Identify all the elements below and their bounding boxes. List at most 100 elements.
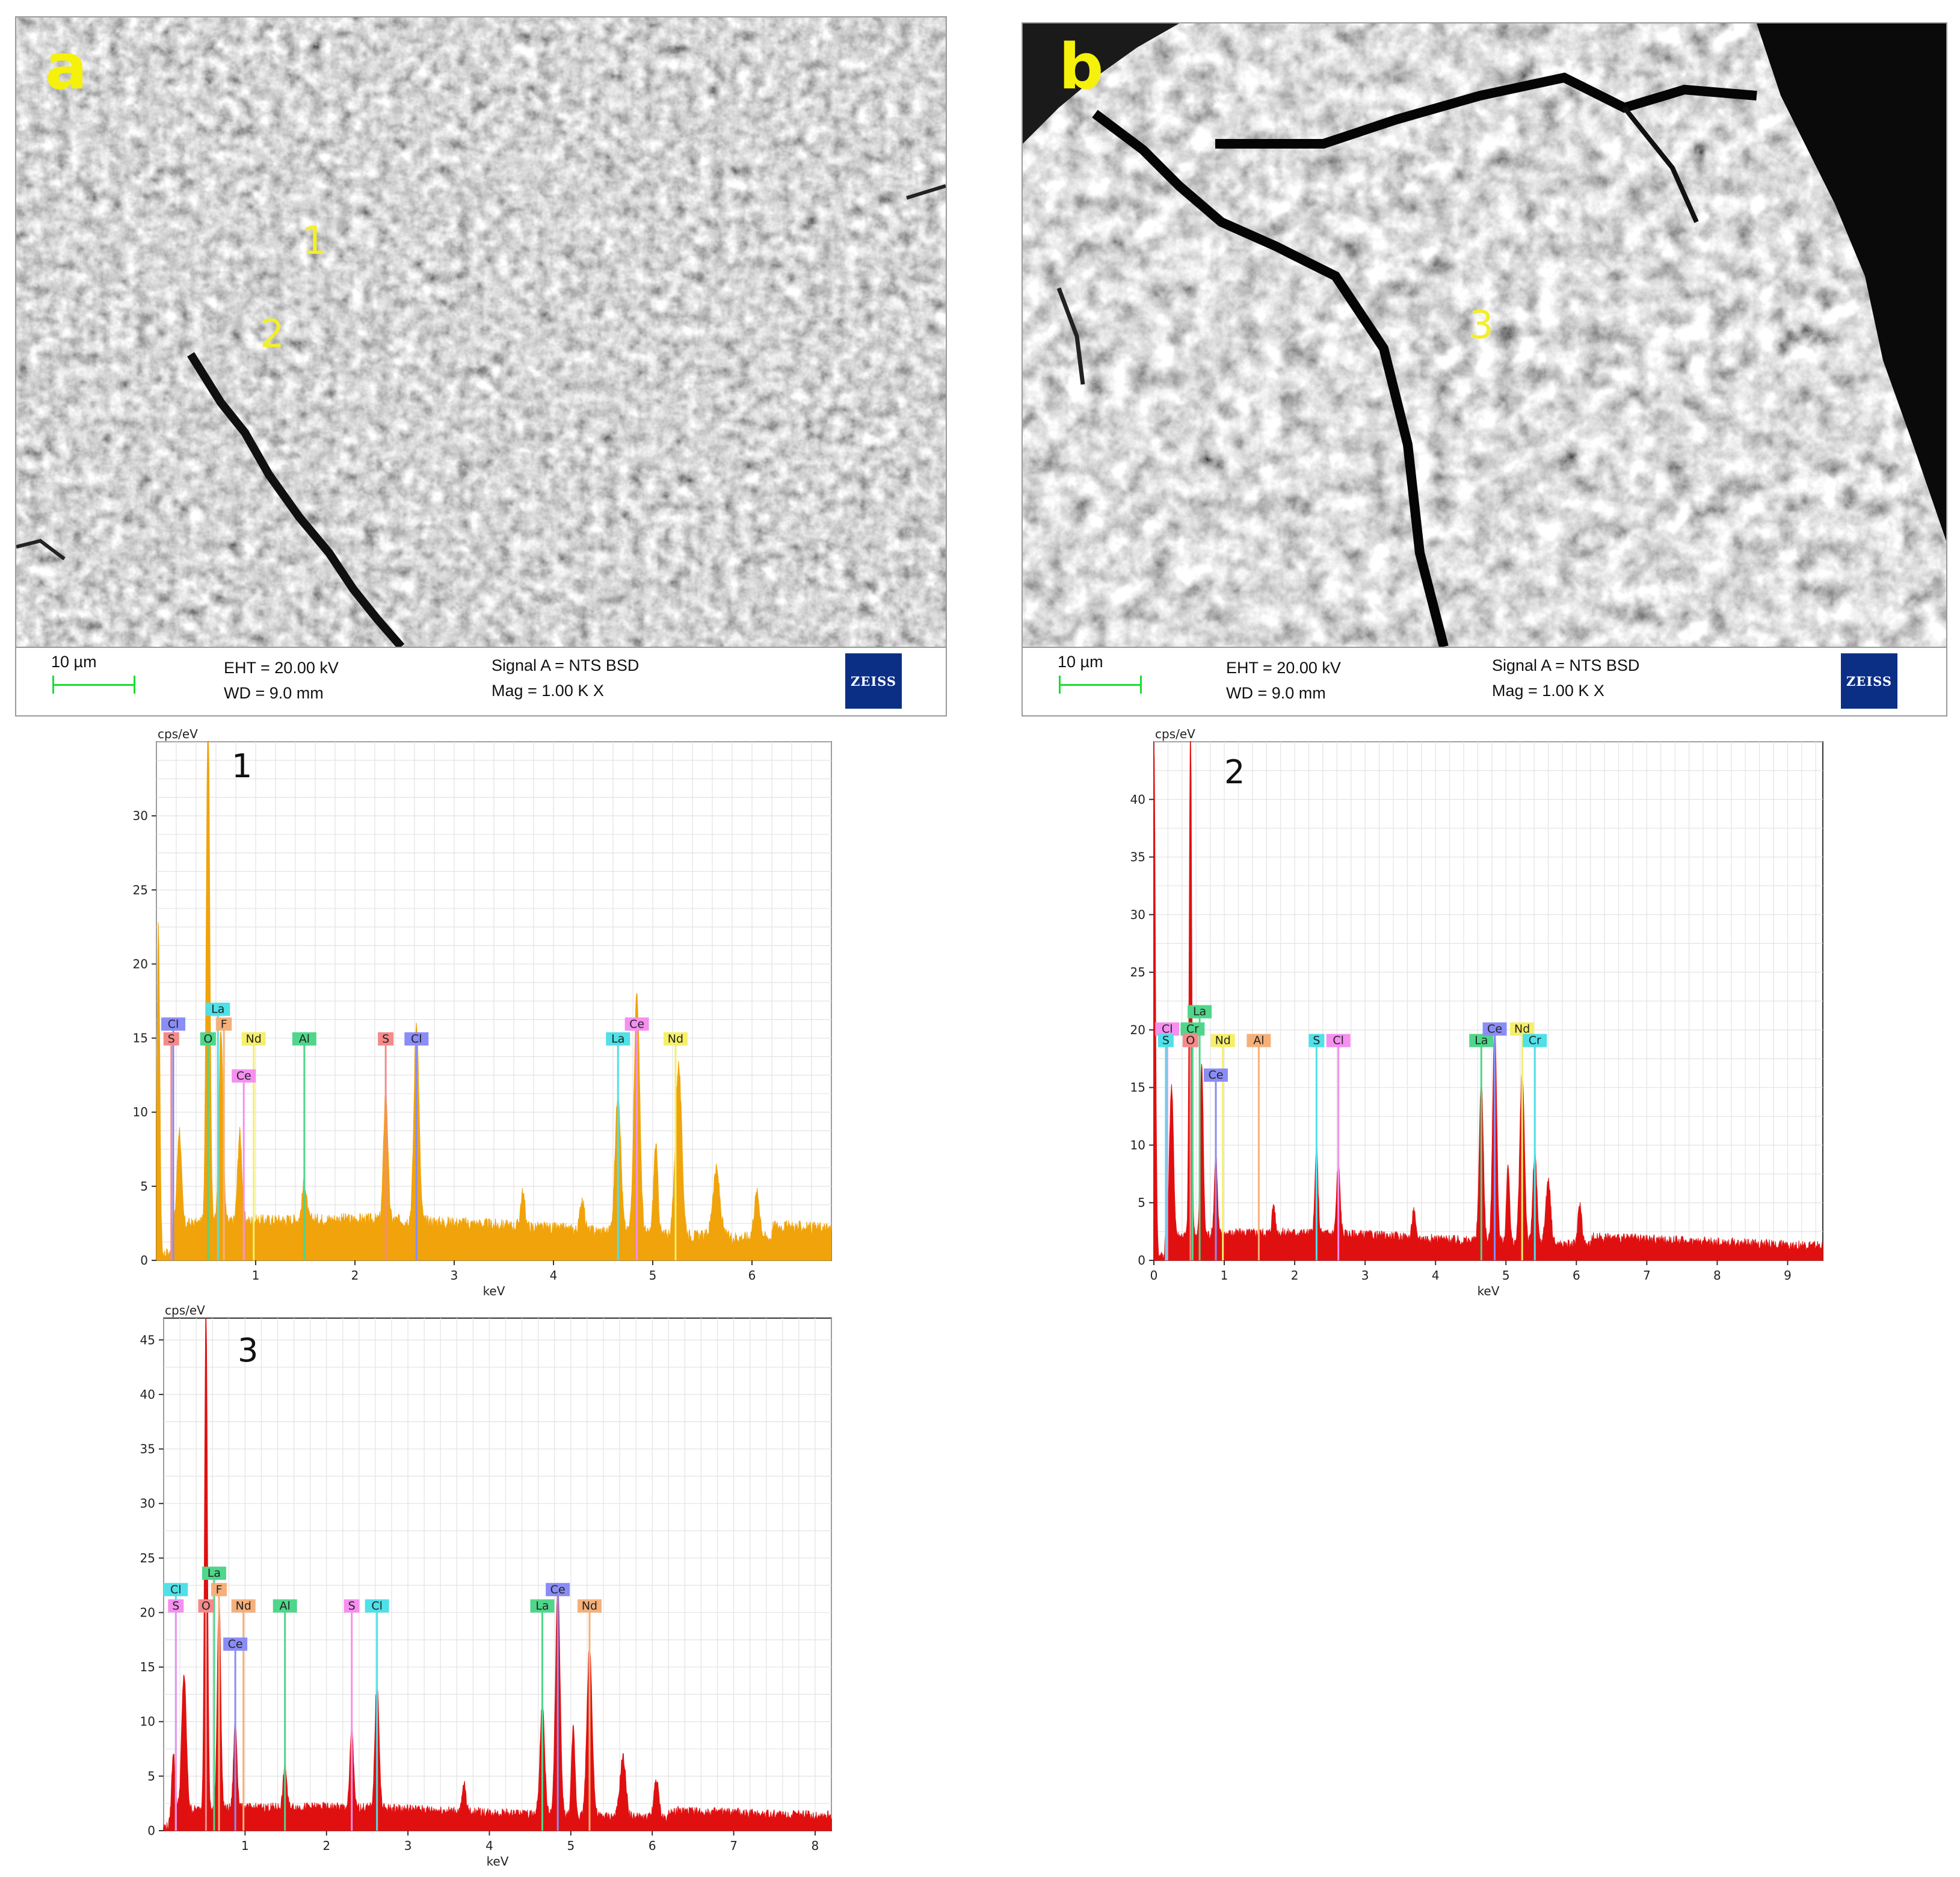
y-tick-label: 10	[140, 1715, 155, 1729]
element-marker-box	[1308, 1034, 1325, 1047]
element-marker-label: Ce	[1209, 1068, 1224, 1082]
x-tick-label: 3	[404, 1838, 412, 1853]
y-tick-label: 40	[1130, 792, 1145, 807]
element-marker-box	[1188, 1005, 1212, 1019]
eds-spectrum-3: Cl S La F O Nd Ce Al S Cl La Ce Nd 1 2 3 4 5 6 7 8 0 5 10 15 20 25…	[120, 1301, 854, 1873]
y-tick-label: 0	[1138, 1253, 1145, 1268]
sem-panel-b: b 3 10 µm EHT = 20.00 kV WD = 9.0 mm Sig…	[1022, 22, 1947, 717]
y-tick-label: 30	[133, 809, 148, 823]
element-marker-label: Cr	[1186, 1022, 1199, 1035]
element-marker-label: Ce	[629, 1017, 644, 1031]
spectrum-number: 1	[232, 747, 253, 785]
element-marker-label: S	[168, 1032, 175, 1046]
x-tick-label: 8	[812, 1838, 819, 1853]
x-tick-label: 5	[567, 1838, 575, 1853]
element-marker-label: Al	[1253, 1034, 1264, 1047]
x-tick-label: 5	[649, 1268, 657, 1283]
x-tick-label: 6	[748, 1268, 756, 1283]
y-tick-label: 25	[133, 883, 148, 897]
grid	[156, 741, 832, 1261]
element-marker-box	[1210, 1034, 1235, 1047]
element-marker-label: Cl	[1162, 1022, 1173, 1035]
point-label-3: 3	[1469, 303, 1494, 348]
element-marker-label: Al	[280, 1599, 291, 1612]
eht-readout: EHT = 20.00 kV	[224, 659, 339, 677]
y-tick-label: 10	[1130, 1138, 1145, 1152]
element-marker-box	[404, 1032, 429, 1046]
y-tick-label: 45	[140, 1333, 155, 1347]
element-marker-label: La	[611, 1032, 624, 1046]
x-tick-label: 3	[451, 1268, 458, 1283]
signal-readout: Signal A = NTS BSD	[492, 656, 639, 674]
x-tick-label: 2	[351, 1268, 359, 1283]
x-tick-label: 1	[241, 1838, 249, 1853]
y-tick-label: 20	[1130, 1023, 1145, 1037]
point-label-1: 1	[302, 219, 327, 264]
y-tick-label: 0	[147, 1823, 155, 1838]
plot-area	[163, 1318, 832, 1831]
y-tick-label: 20	[133, 957, 148, 971]
scale-bar	[1059, 684, 1142, 686]
panel-letter-a: a	[45, 30, 88, 103]
sem-image-a	[16, 17, 946, 647]
element-marker-box	[200, 1032, 216, 1046]
element-marker-box	[231, 1599, 256, 1613]
element-marker-box	[365, 1599, 389, 1613]
eds-spectrum-1: Cl S O La F Nd Ce Al S Cl La Ce Nd 1 2 3 4 5 6 0 5 10 15 20 25 30…	[114, 725, 848, 1302]
x-axis-label: keV	[483, 1284, 505, 1298]
element-marker-label: Nd	[1514, 1022, 1530, 1035]
mag-readout: Mag = 1.00 K X	[492, 682, 604, 700]
scale-bar-tick-left	[52, 676, 54, 694]
y-tick-label: 25	[1130, 965, 1145, 979]
element-marker-box	[241, 1032, 266, 1046]
element-marker-box	[344, 1599, 360, 1613]
element-marker-box	[1157, 1034, 1174, 1047]
y-axis-label: cps/eV	[1155, 727, 1195, 741]
element-marker-box	[1204, 1068, 1228, 1082]
y-tick-label: 25	[140, 1551, 155, 1565]
element-marker-box	[1155, 1022, 1180, 1036]
element-marker-label: Nd	[236, 1599, 251, 1612]
element-marker-label: Nd	[582, 1599, 597, 1612]
element-marker-label: La	[535, 1599, 549, 1612]
x-axis-label: keV	[1478, 1284, 1500, 1298]
sem-panel-a: a 1 2 10 µm EHT = 20.00 kV WD = 9.0 mm S…	[15, 16, 947, 717]
y-tick-label: 5	[140, 1179, 148, 1194]
element-marker-box	[216, 1017, 232, 1031]
element-marker-box	[1247, 1034, 1271, 1047]
element-marker-label: La	[1193, 1005, 1206, 1019]
y-tick-label: 10	[133, 1105, 148, 1120]
element-marker-label: Cl	[168, 1017, 179, 1031]
spectrum-number: 3	[238, 1331, 259, 1369]
y-tick-label: 15	[1130, 1080, 1145, 1095]
element-marker-label: La	[211, 1003, 224, 1016]
wd-readout: WD = 9.0 mm	[1226, 684, 1326, 702]
element-marker-box	[530, 1599, 555, 1613]
y-axis-label: cps/eV	[165, 1303, 205, 1318]
element-marker-label: S	[172, 1599, 179, 1612]
element-marker-box	[164, 1583, 188, 1597]
element-marker-box	[577, 1599, 602, 1613]
y-tick-label: 15	[133, 1031, 148, 1046]
element-marker-box	[198, 1599, 214, 1613]
element-marker-box	[168, 1599, 184, 1613]
element-marker-box	[163, 1032, 179, 1046]
element-marker-box	[1523, 1034, 1547, 1047]
x-tick-label: 6	[649, 1838, 656, 1853]
element-marker-label: Cr	[1529, 1034, 1541, 1047]
x-tick-label: 2	[322, 1838, 330, 1853]
element-marker-label: La	[208, 1567, 221, 1580]
y-tick-label: 35	[1130, 850, 1145, 865]
element-marker-label: Nd	[1215, 1034, 1231, 1047]
element-marker-label: Nd	[246, 1032, 262, 1046]
eht-readout: EHT = 20.00 kV	[1226, 659, 1341, 677]
element-marker-box	[273, 1599, 297, 1613]
spectrum-number: 2	[1224, 753, 1245, 791]
x-tick-label: 4	[1432, 1268, 1440, 1283]
element-marker-box	[211, 1583, 227, 1597]
scale-bar-tick-right	[134, 676, 135, 694]
scale-bar	[52, 684, 135, 686]
